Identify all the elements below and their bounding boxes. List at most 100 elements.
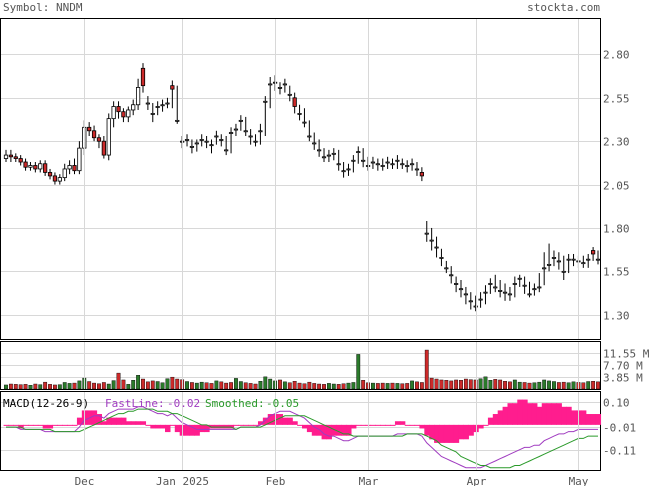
macd-histogram-bar bbox=[458, 424, 465, 440]
macd-histogram-bar bbox=[468, 424, 474, 436]
volume-bar bbox=[424, 349, 429, 390]
symbol-label: Symbol: NNDM bbox=[3, 1, 83, 14]
macd-histogram-bar bbox=[145, 424, 151, 426]
volume-tick-label: 7.70 M bbox=[603, 360, 643, 373]
volume-bar bbox=[395, 383, 400, 390]
volume-bar bbox=[375, 383, 380, 390]
volume-bar bbox=[405, 383, 410, 390]
macd-histogram-bar bbox=[140, 421, 147, 425]
candle-body bbox=[268, 83, 273, 86]
macd-histogram-bar bbox=[111, 417, 117, 425]
macd-histogram-bar bbox=[57, 424, 63, 426]
candle-body bbox=[277, 87, 283, 89]
candle-body bbox=[38, 163, 43, 170]
candle-body bbox=[282, 83, 287, 86]
macd-histogram-bar bbox=[590, 414, 597, 425]
volume-tick-label: 3.85 M bbox=[603, 372, 643, 385]
macd-histogram-bar bbox=[438, 424, 445, 443]
volume-bar bbox=[204, 382, 209, 390]
macd-histogram-bar bbox=[463, 424, 469, 440]
volume-bar bbox=[234, 378, 238, 390]
macd-histogram-bar bbox=[370, 424, 376, 426]
x-tick-label: Feb bbox=[266, 475, 286, 486]
candle-body bbox=[429, 239, 434, 242]
macd-histogram-bar bbox=[189, 424, 195, 436]
volume-bar bbox=[23, 384, 28, 390]
volume-bar bbox=[331, 383, 336, 390]
x-tick-label: May bbox=[569, 475, 589, 486]
macd-histogram-bar bbox=[96, 414, 103, 425]
candle-body bbox=[126, 109, 131, 118]
volume-bar bbox=[478, 378, 483, 390]
macd-histogram-bar bbox=[282, 417, 288, 425]
price-tick-label: 1.80 bbox=[603, 223, 630, 236]
volume-bar bbox=[48, 384, 52, 390]
macd-histogram-bar bbox=[3, 424, 10, 426]
macd-histogram-bar bbox=[253, 424, 259, 426]
volume-tick-label: 11.55 M bbox=[603, 348, 650, 361]
macd-histogram-bar bbox=[306, 424, 313, 433]
volume-bar bbox=[537, 381, 542, 390]
volume-bar bbox=[439, 379, 444, 390]
volume-bar bbox=[62, 382, 67, 390]
macd-histogram-bar bbox=[169, 424, 176, 426]
volume-bar bbox=[302, 383, 307, 390]
volume-bar bbox=[322, 384, 326, 390]
volume-bar bbox=[473, 379, 478, 390]
macd-histogram-bar bbox=[390, 424, 396, 426]
volume-bar bbox=[307, 381, 312, 390]
volume-bar bbox=[219, 381, 224, 390]
macd-histogram-bar bbox=[326, 424, 332, 440]
candle-body bbox=[581, 262, 586, 265]
candle-body bbox=[13, 156, 18, 159]
candle-body bbox=[502, 291, 508, 294]
volume-bar bbox=[92, 382, 96, 390]
candle-body bbox=[395, 159, 400, 162]
x-tick-label: Dec bbox=[75, 475, 95, 486]
macd-histogram-bar bbox=[424, 424, 430, 436]
macd-histogram-bar bbox=[287, 417, 293, 425]
macd-histogram-bar bbox=[492, 414, 499, 425]
candle-body bbox=[561, 270, 566, 273]
candle-body bbox=[116, 106, 121, 113]
candle-body bbox=[101, 140, 106, 156]
candle-body bbox=[483, 291, 488, 294]
candle-body bbox=[370, 161, 376, 164]
volume-bar bbox=[126, 384, 131, 390]
volume-bar bbox=[160, 382, 165, 390]
smoothed-value: -0.05 bbox=[266, 397, 299, 410]
candle-body bbox=[52, 175, 58, 182]
candle-body bbox=[243, 130, 248, 133]
candle-body bbox=[170, 85, 175, 90]
volume-bar bbox=[278, 379, 282, 390]
macd-histogram-bar bbox=[336, 424, 342, 436]
candle-body bbox=[307, 135, 312, 138]
candle-body bbox=[405, 165, 410, 167]
candle-body bbox=[551, 257, 557, 259]
candle-body bbox=[204, 140, 209, 143]
candle-body bbox=[67, 165, 72, 170]
volume-bar bbox=[503, 381, 507, 390]
candle-body bbox=[424, 232, 429, 235]
macd-histogram-bar bbox=[52, 424, 58, 426]
candle-body bbox=[356, 151, 361, 154]
macd-histogram-bar bbox=[517, 399, 523, 425]
candle-body bbox=[537, 286, 542, 289]
candle-body bbox=[23, 161, 28, 168]
x-tick-label: Jan 2025 bbox=[156, 475, 209, 486]
candle-body bbox=[165, 102, 170, 105]
macd-smoothed-line bbox=[6, 408, 598, 469]
volume-bar bbox=[591, 381, 596, 390]
volume-bar bbox=[28, 385, 33, 390]
candle-body bbox=[346, 168, 351, 171]
volume-bar bbox=[170, 376, 175, 390]
price-tick-label: 1.30 bbox=[603, 310, 630, 323]
macd-histogram-bar bbox=[331, 424, 337, 436]
candle-body bbox=[57, 177, 62, 182]
macd-histogram-bar bbox=[341, 424, 347, 436]
candle-body bbox=[3, 154, 9, 159]
candle-body bbox=[87, 126, 92, 132]
volume-bar bbox=[238, 381, 243, 390]
candle-body bbox=[121, 111, 126, 118]
macd-histogram-bar bbox=[394, 421, 401, 425]
